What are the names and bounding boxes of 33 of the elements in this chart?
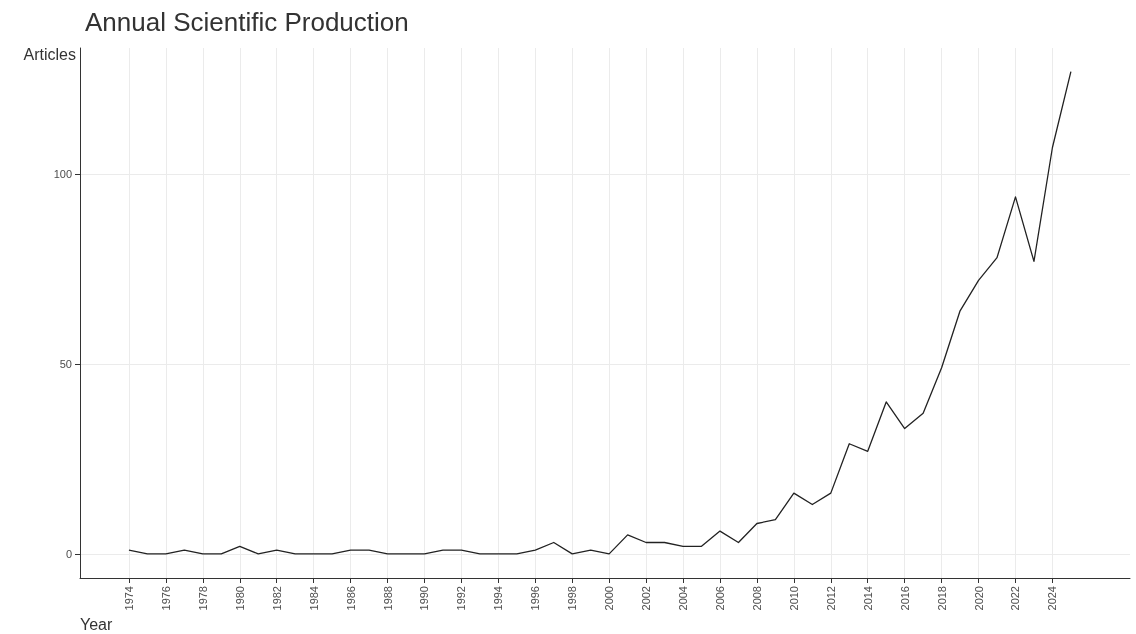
- x-tick-label: 1996: [529, 586, 542, 611]
- x-tick-label: 1994: [492, 586, 505, 611]
- x-tick-label: 1992: [455, 586, 468, 611]
- x-tick-label: 2020: [972, 586, 985, 611]
- x-tick-label: 1978: [196, 586, 209, 611]
- x-tick-label: 1990: [418, 586, 431, 611]
- x-tick-label: 1984: [307, 586, 320, 611]
- line-series: [128, 70, 1072, 555]
- x-tick-label: 2004: [677, 586, 690, 611]
- x-tick-label: 2012: [824, 586, 837, 611]
- y-tick-label: 100: [53, 168, 72, 181]
- x-tick-label: 1976: [159, 586, 172, 611]
- y-axis-title: Articles: [23, 45, 76, 63]
- x-tick-label: 1982: [270, 586, 283, 611]
- x-tick-label: 2006: [713, 586, 726, 611]
- x-tick-label: 2002: [640, 586, 653, 611]
- x-tick-label: 2008: [750, 586, 763, 611]
- y-tick-label: 50: [59, 357, 72, 370]
- x-axis-title: Year: [80, 615, 113, 633]
- x-tick-label: 1974: [122, 586, 135, 611]
- x-tick-label: 2010: [787, 586, 800, 611]
- x-tick-label: 1998: [566, 586, 579, 611]
- x-tick-label: 1986: [344, 586, 357, 611]
- x-tick-label: 1980: [233, 586, 246, 611]
- x-tick-label: 2014: [861, 586, 874, 611]
- y-tick-label: 0: [65, 547, 72, 560]
- x-tick-label: 2024: [1046, 586, 1059, 611]
- x-tick-label: 2000: [603, 586, 616, 611]
- x-tick-label: 2016: [898, 586, 911, 611]
- x-tick-label: 2022: [1009, 586, 1022, 611]
- x-tick-label: 2018: [935, 586, 948, 611]
- x-tick-label: 1988: [381, 586, 394, 611]
- chart-title: Annual Scientific Production: [85, 7, 409, 37]
